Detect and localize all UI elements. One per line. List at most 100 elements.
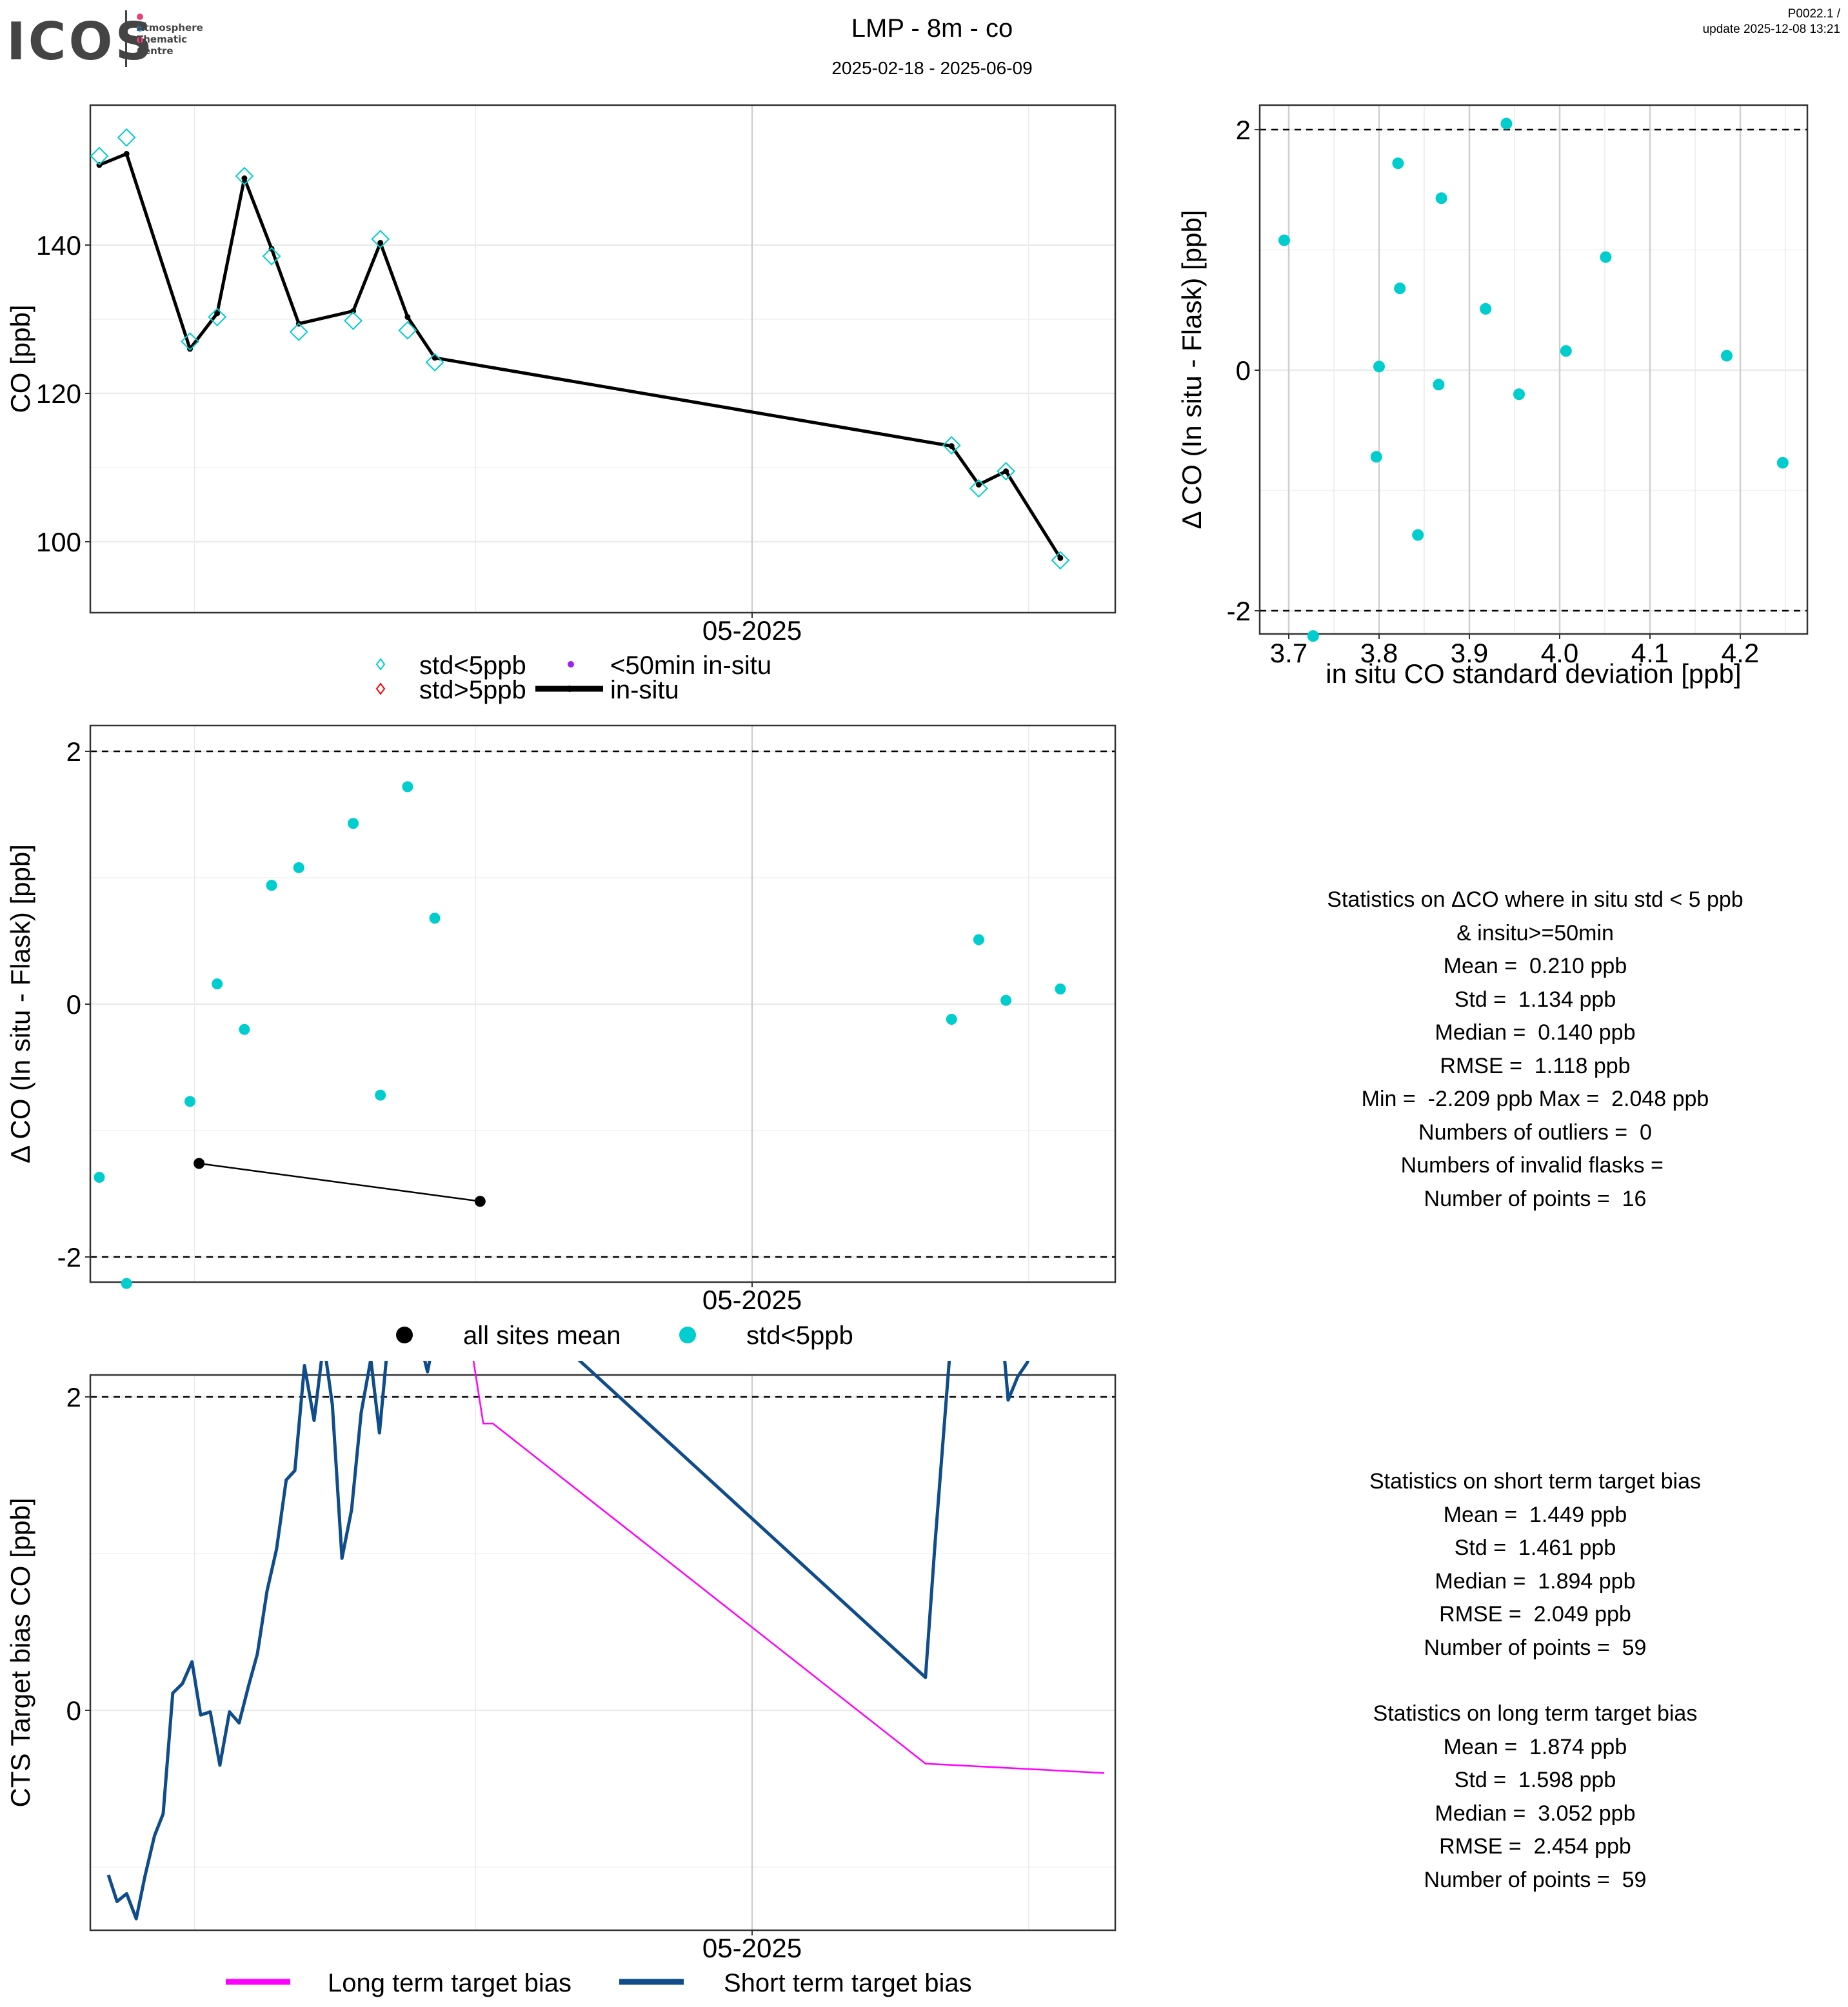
scatter-point — [1776, 457, 1789, 469]
scatter-point — [184, 1096, 196, 1107]
scatter-point — [1373, 361, 1385, 373]
y-tick-label: 2 — [66, 1382, 81, 1412]
flask-diamond — [371, 230, 390, 249]
scatter-point — [94, 1172, 105, 1183]
legend-label: std<5ppb — [419, 651, 526, 680]
stats-line: Number of points = 16 — [1424, 1186, 1647, 1211]
x-tick-label: 4.2 — [1722, 638, 1759, 668]
flask-diamond — [425, 353, 444, 372]
y-tick-label: 140 — [36, 230, 81, 261]
x-axis-title: in situ CO standard deviation [ppb] — [1326, 658, 1741, 689]
stats-line: Numbers of outliers = 0 — [1418, 1120, 1652, 1145]
ref-code: P0022.1 / — [1787, 7, 1840, 21]
stats-line: RMSE = 1.118 ppb — [1440, 1053, 1631, 1078]
stats-line: Statistics on long term target bias — [1373, 1701, 1698, 1726]
insitu-point — [377, 240, 384, 246]
co-timeseries-chart: 100 120 140 05-2025 CO [ppb] std<5ppb <50min i… — [5, 104, 1117, 704]
legend-label: Long term target bias — [328, 1969, 571, 1997]
scatter-point — [293, 862, 304, 873]
flask-diamond — [117, 128, 136, 147]
insitu-point — [975, 481, 982, 488]
scatter-point — [1435, 192, 1447, 204]
legend-label: all sites mean — [463, 1321, 621, 1350]
stats-line: RMSE = 2.454 ppb — [1439, 1834, 1631, 1859]
long-term-bias-line — [472, 1361, 1105, 1774]
stats-line: Median = 1.894 ppb — [1435, 1568, 1636, 1594]
y-tick-label: 0 — [66, 1696, 81, 1726]
legend-diamond-icon — [375, 682, 386, 695]
x-tick-label: 3.9 — [1451, 638, 1488, 668]
legend-label: std>5ppb — [419, 676, 526, 704]
x-tick-label: 05-2025 — [702, 615, 802, 646]
stats-line: Mean = 0.210 ppb — [1443, 954, 1627, 978]
logo-subtitle-line: Thematic — [137, 34, 188, 45]
scatter-point — [946, 1014, 957, 1025]
update-timestamp: update 2025-12-08 13:21 — [1702, 23, 1840, 36]
all-sites-mean-point — [194, 1158, 205, 1169]
stats-line: Number of points = 59 — [1424, 1867, 1647, 1892]
insitu-point — [948, 443, 955, 450]
short-term-statistics: Statistics on short term target bias Mea… — [1213, 1465, 1848, 1665]
legend-dot-icon — [566, 686, 573, 692]
plot-background — [90, 1375, 1115, 1930]
logo-dot — [137, 25, 143, 32]
flask-diamond — [969, 479, 988, 498]
x-tick-label: 05-2025 — [702, 1933, 802, 1963]
stats-line: Std = 1.461 ppb — [1454, 1536, 1616, 1560]
x-tick-label: 05-2025 — [702, 1285, 802, 1315]
scatter-point — [212, 978, 223, 990]
y-tick-label: -2 — [1227, 596, 1251, 626]
stats-line: Statistics on short term target bias — [1369, 1469, 1701, 1494]
scatter-point — [1370, 451, 1382, 463]
y-tick-label: 2 — [66, 737, 81, 767]
x-tick-label: 3.8 — [1360, 638, 1398, 668]
insitu-point — [350, 308, 357, 314]
all-sites-mean-point — [474, 1196, 486, 1207]
y-axis-title: Δ CO (In situ - Flask) [ppb] — [1177, 210, 1207, 529]
y-tick-label: -2 — [57, 1242, 81, 1272]
plot-background — [90, 105, 1115, 613]
x-tick-label: 3.7 — [1270, 638, 1307, 668]
scatter-point — [121, 1278, 132, 1289]
logo-subtitle-line: Centre — [137, 45, 174, 57]
legend-label: std<5ppb — [746, 1321, 853, 1350]
scatter-point — [1513, 388, 1525, 400]
y-tick-label: 0 — [66, 989, 81, 1020]
flask-diamond — [398, 321, 417, 340]
stats-line: Std = 1.598 ppb — [1454, 1768, 1616, 1792]
scatter-point — [402, 781, 413, 793]
logo-subtitle: Atmosphere Thematic Centre — [137, 22, 203, 57]
scatter-point — [1055, 983, 1066, 994]
stats-line: Median = 0.140 ppb — [1435, 1020, 1636, 1045]
flask-diamond — [942, 436, 961, 455]
stats-line: Std = 1.134 ppb — [1454, 987, 1616, 1012]
scatter-point — [266, 880, 277, 891]
stats-line: Numbers of invalid flasks = — [1400, 1153, 1670, 1178]
y-tick-label: 0 — [1236, 355, 1251, 386]
scatter-point — [1394, 282, 1406, 295]
flask-diamond — [997, 462, 1015, 481]
date-range: 2025-02-18 - 2025-06-09 — [831, 58, 1033, 78]
legend-label: Short term target bias — [724, 1969, 972, 1997]
scatter-point — [348, 818, 359, 829]
scatter-point — [1307, 630, 1319, 642]
legend-label: in-situ — [610, 676, 679, 704]
scatter-point — [1278, 234, 1290, 246]
scatter-point — [1600, 251, 1612, 263]
stats-line: Median = 3.052 ppb — [1435, 1801, 1636, 1826]
delta-statistics: Statistics on ΔCO where in situ std < 5 … — [1213, 884, 1848, 1216]
scatter-point — [1721, 350, 1733, 362]
legend-dot-icon — [568, 661, 574, 667]
stats-line: RMSE = 2.049 ppb — [1439, 1602, 1631, 1626]
stats-line: Min = -2.209 ppb Max = 2.048 ppb — [1361, 1087, 1709, 1111]
scatter-point — [429, 913, 441, 924]
legend-diamond-icon — [375, 658, 386, 671]
flask-diamond — [90, 146, 109, 166]
flask-diamond — [262, 246, 281, 266]
insitu-point — [1057, 555, 1064, 561]
scatter-point — [239, 1023, 250, 1035]
insitu-point — [268, 246, 275, 252]
scatter-point — [1412, 529, 1424, 541]
